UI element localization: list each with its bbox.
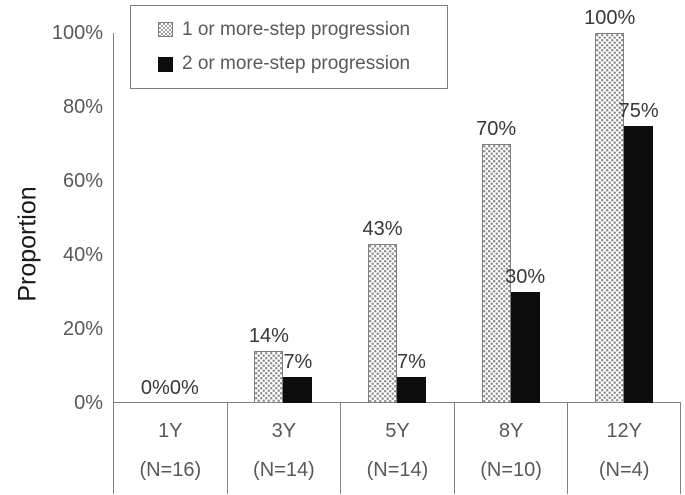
bar-value-label: 7%: [283, 351, 313, 374]
x-category-label: 3Y: [271, 420, 297, 442]
y-tick-label: 40%: [62, 244, 103, 266]
y-tick-label: 80%: [62, 96, 103, 118]
x-category-cell: 5Y (N=14): [340, 403, 454, 494]
bar-value-label: 43%: [362, 217, 403, 240]
bar-value-label: 30%: [505, 266, 546, 288]
bar-value-label: 0%: [169, 377, 199, 399]
x-category-sublabel: (N=10): [480, 459, 542, 481]
bar-value-label: 75%: [618, 99, 659, 122]
bar-1-step: [254, 351, 284, 403]
bar-1-step: [481, 144, 511, 403]
x-category-label: 5Y: [385, 420, 410, 442]
legend-label: 2 or more-step progression: [182, 53, 411, 75]
y-tick-label: 20%: [62, 318, 103, 340]
x-category-cell: 1Y (N=16): [113, 403, 227, 494]
bar-2-step: [283, 377, 313, 403]
legend: 1 or more-step progression 2 or more-step…: [130, 5, 448, 89]
x-category-cell: 8Y (N=10): [453, 403, 568, 494]
bar-2-step: [397, 377, 426, 403]
bar-1-step: [595, 33, 625, 403]
x-category-sublabel: (N=16): [139, 459, 202, 481]
x-category-sublabel: (N=14): [253, 459, 315, 481]
bar-2-step: [510, 292, 540, 403]
legend-swatch-dotted-icon: [158, 22, 173, 38]
legend-label: 1 or more-step progression: [182, 18, 411, 40]
bar-2-step: [624, 125, 654, 403]
x-category-label: 12Y: [606, 420, 642, 442]
bar-value-label: 70%: [476, 118, 517, 140]
legend-swatch-solid-icon: [158, 56, 173, 72]
x-category-cell: 12Y (N=4): [567, 403, 681, 494]
bar-value-label: 100%: [584, 7, 636, 29]
bar-value-label: 0%: [140, 377, 170, 399]
legend-item: 1 or more-step progression: [158, 19, 447, 41]
y-tick-label: 60%: [62, 170, 103, 192]
x-category-label: 8Y: [498, 420, 524, 442]
legend-item: 2 or more-step progression: [158, 53, 447, 75]
bar-value-label: 14%: [248, 325, 289, 348]
x-category-label: 1Y: [158, 420, 183, 442]
x-category-sublabel: (N=4): [598, 459, 650, 481]
y-tick-label: 100%: [51, 22, 103, 44]
x-category-cell: 3Y (N=14): [226, 403, 341, 494]
x-category-sublabel: (N=14): [366, 459, 429, 481]
bar-value-label: 7%: [397, 351, 426, 374]
bar-1-step: [368, 243, 397, 403]
y-tick-label: 0%: [74, 392, 103, 414]
